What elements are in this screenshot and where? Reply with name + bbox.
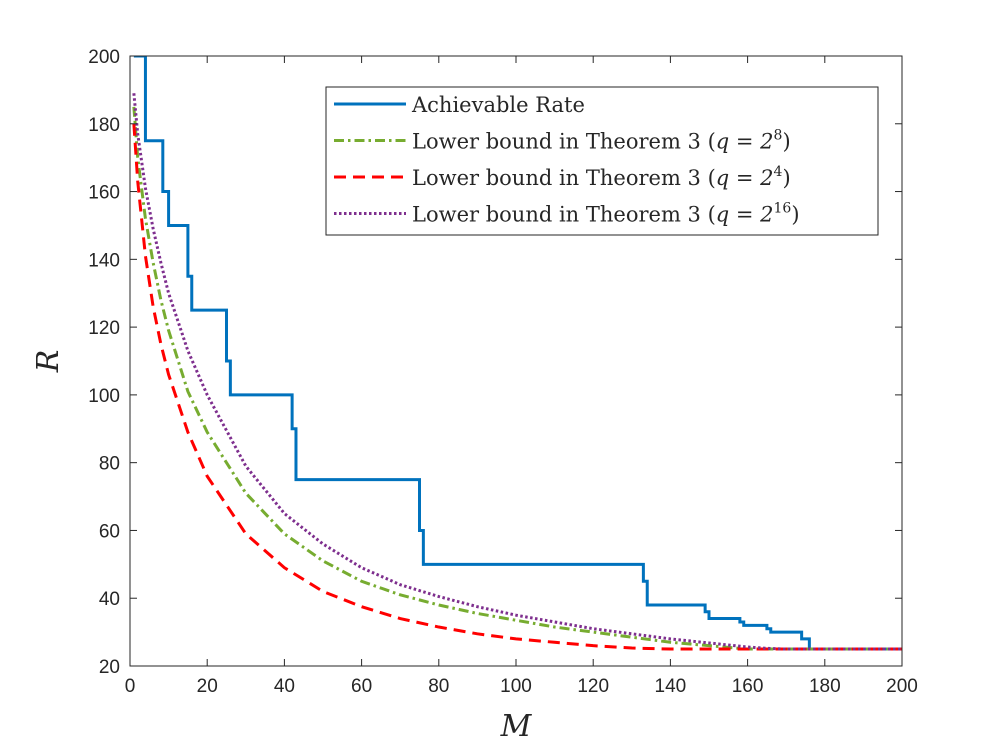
x-tick-label: 120 [577,676,609,697]
legend-label-close: ) [791,203,799,227]
x-tick-label: 100 [500,676,532,697]
legend-label-close: ) [782,166,790,190]
legend-label-close: ) [782,130,790,154]
legend-label-text: Lower bound in Theorem 3 ( [412,130,716,154]
legend-label-exponent: 16 [774,201,792,217]
x-tick-label: 140 [655,676,687,697]
legend-label-3: Lower bound in Theorem 3 (q = 216) [412,201,800,227]
legend-label-1: Lower bound in Theorem 3 (q = 28) [412,128,791,154]
series-layer [132,56,902,651]
y-tick-label: 180 [88,115,120,136]
y-tick-label: 100 [88,386,120,407]
series-line-2 [132,123,902,651]
y-tick-label: 80 [99,454,120,475]
y-tick-label: 40 [99,589,120,610]
x-tick-label: 200 [886,676,918,697]
legend-label-text: Achievable Rate [411,93,585,117]
x-tick-label: 60 [351,676,372,697]
y-tick-label: 20 [99,657,120,678]
legend-label-exponent: 4 [774,164,783,180]
x-axis-label: M [500,709,533,744]
y-tick-label: 140 [88,250,120,271]
legend-label-param: q = 2 [716,203,774,227]
y-tick-label: 120 [88,318,120,339]
y-axis-label: R [31,350,66,374]
ticks-layer: 0 20 40 60 80 100 120 140 160 180 2002040608010012… [88,47,918,697]
x-tick-label: 80 [428,676,449,697]
legend-label-text: Lower bound in Theorem 3 ( [412,166,716,190]
x-tick-label: 160 [732,676,764,697]
series-line-0 [133,56,902,651]
y-tick-label: 200 [88,47,120,68]
series-line-3 [132,93,902,651]
legend-label-2: Lower bound in Theorem 3 (q = 24) [412,164,791,190]
x-tick-label: 0 [125,676,136,697]
legend-label-0: Achievable Rate [411,93,585,117]
x-tick-label: 180 [809,676,841,697]
series-line-1 [132,106,902,651]
y-tick-label: 60 [99,521,120,542]
legend-box [325,86,879,236]
legend-label-exponent: 8 [774,128,783,144]
x-tick-label: 40 [274,676,295,697]
legend-label-text: Lower bound in Theorem 3 ( [412,203,716,227]
legend: Achievable Rate Lower bound in Theorem 3 … [325,86,879,236]
legend-label-param: q = 2 [716,130,774,154]
y-tick-label: 160 [88,183,120,204]
x-tick-label: 20 [197,676,218,697]
legend-label-param: q = 2 [716,166,774,190]
